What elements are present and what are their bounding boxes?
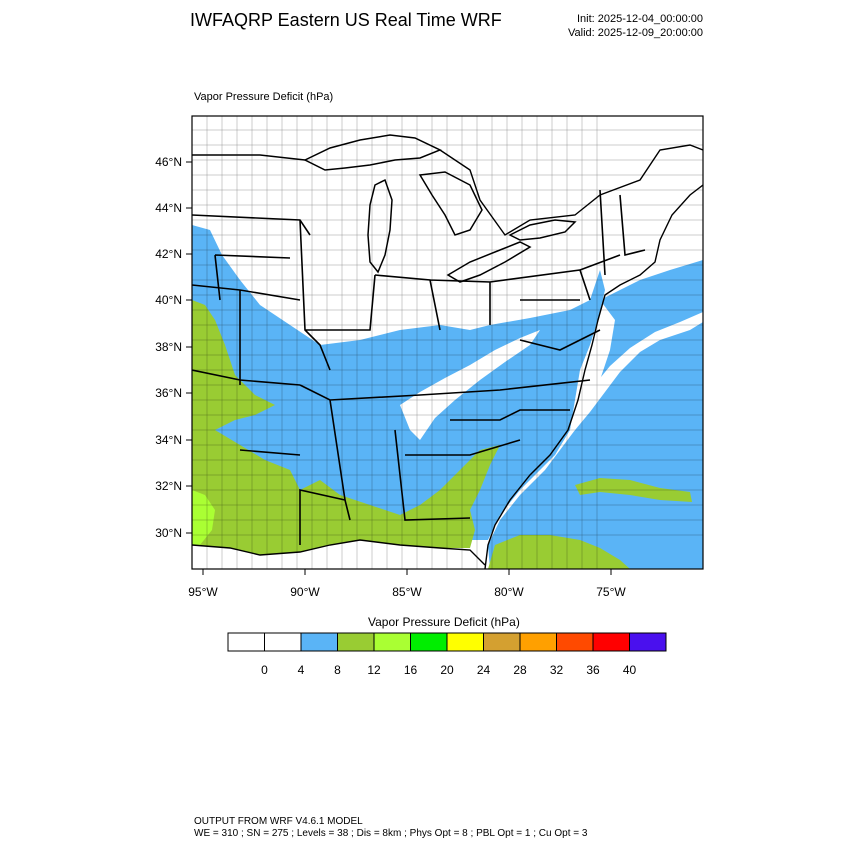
colorbar-swatch	[227, 632, 265, 652]
footer-line-2: WE = 310 ; SN = 275 ; Levels = 38 ; Dis …	[194, 828, 588, 839]
lat-label: 30°N	[155, 526, 182, 540]
map-area	[192, 116, 703, 569]
colorbar-title: Vapor Pressure Deficit (hPa)	[368, 615, 520, 629]
lon-label: 95°W	[188, 585, 218, 599]
colorbar-swatch	[264, 632, 302, 652]
map-frame	[191, 115, 704, 570]
lat-label: 36°N	[155, 386, 182, 400]
colorbar-tick-label: 8	[334, 663, 341, 677]
county-lines	[192, 116, 703, 569]
lake-erie	[446, 241, 532, 283]
lon-label: 85°W	[392, 585, 422, 599]
colorbar-tick-label: 36	[586, 663, 600, 677]
colorbar-swatch	[592, 632, 630, 652]
lat-label: 40°N	[155, 293, 182, 307]
init-valid-times: Init: 2025-12-04_00:00:00 Valid: 2025-12…	[568, 12, 703, 40]
colorbar-swatch	[483, 632, 521, 652]
lake-huron	[418, 171, 483, 236]
colorbar-swatch	[519, 632, 557, 652]
lon-label: 90°W	[290, 585, 320, 599]
axis-ticks	[186, 161, 612, 575]
lat-label: 42°N	[155, 247, 182, 261]
lat-label: 32°N	[155, 479, 182, 493]
lat-label: 38°N	[155, 340, 182, 354]
vpd-12-16-region	[192, 490, 215, 545]
colorbar	[227, 632, 667, 652]
colorbar-tick-label: 28	[513, 663, 527, 677]
init-time: Init: 2025-12-04_00:00:00	[577, 13, 703, 25]
canada-border	[192, 144, 703, 236]
colorbar-tick-label: 4	[298, 663, 305, 677]
lat-label: 34°N	[155, 433, 182, 447]
colorbar-swatch	[337, 632, 375, 652]
colorbar-tick-label: 16	[404, 663, 418, 677]
lat-label: 46°N	[155, 155, 182, 169]
colorbar-tick-label: 0	[261, 663, 268, 677]
colorbar-tick-label: 20	[440, 663, 454, 677]
lake-superior	[303, 134, 442, 171]
footer-line-1: OUTPUT FROM WRF V4.6.1 MODEL	[194, 816, 363, 827]
lon-label: 75°W	[596, 585, 626, 599]
east-coastline	[484, 184, 703, 569]
gulf-coastline	[192, 539, 486, 566]
vpd-8-12-florida	[488, 535, 630, 569]
state-boundaries	[192, 189, 646, 545]
gulf-of-mexico	[192, 540, 490, 569]
lon-label: 80°W	[494, 585, 524, 599]
colorbar-swatch	[373, 632, 411, 652]
colorbar-tick-label: 12	[367, 663, 381, 677]
colorbar-tick-label: 32	[550, 663, 564, 677]
lat-label-group: 46°N 44°N 42°N 40°N 38°N 36°N 34°N 32°N …	[155, 155, 182, 540]
colorbar-tick-label: 24	[477, 663, 491, 677]
vpd-8-12-region	[192, 300, 500, 555]
field-label: Vapor Pressure Deficit (hPa)	[194, 91, 334, 103]
chart-title: IWFAQRP Eastern US Real Time WRF	[190, 10, 502, 30]
colorbar-swatch	[300, 632, 338, 652]
colorbar-tick-label: 40	[623, 663, 637, 677]
lat-label: 44°N	[155, 201, 182, 215]
ocean-dry-band	[560, 312, 703, 445]
colorbar-swatch	[629, 632, 667, 652]
colorbar-tick-labels: 0 4 8 12 16 20 24 28 32 36 40	[261, 663, 636, 677]
lon-label-group: 95°W 90°W 85°W 80°W 75°W	[188, 585, 626, 599]
valid-time: Valid: 2025-12-09_20:00:00	[568, 27, 703, 39]
colorbar-swatch	[410, 632, 448, 652]
colorbar-swatch	[446, 632, 484, 652]
colorbar-swatch	[556, 632, 594, 652]
footer: OUTPUT FROM WRF V4.6.1 MODEL WE = 310 ; …	[194, 816, 587, 840]
vpd-4-8-region	[192, 225, 605, 540]
